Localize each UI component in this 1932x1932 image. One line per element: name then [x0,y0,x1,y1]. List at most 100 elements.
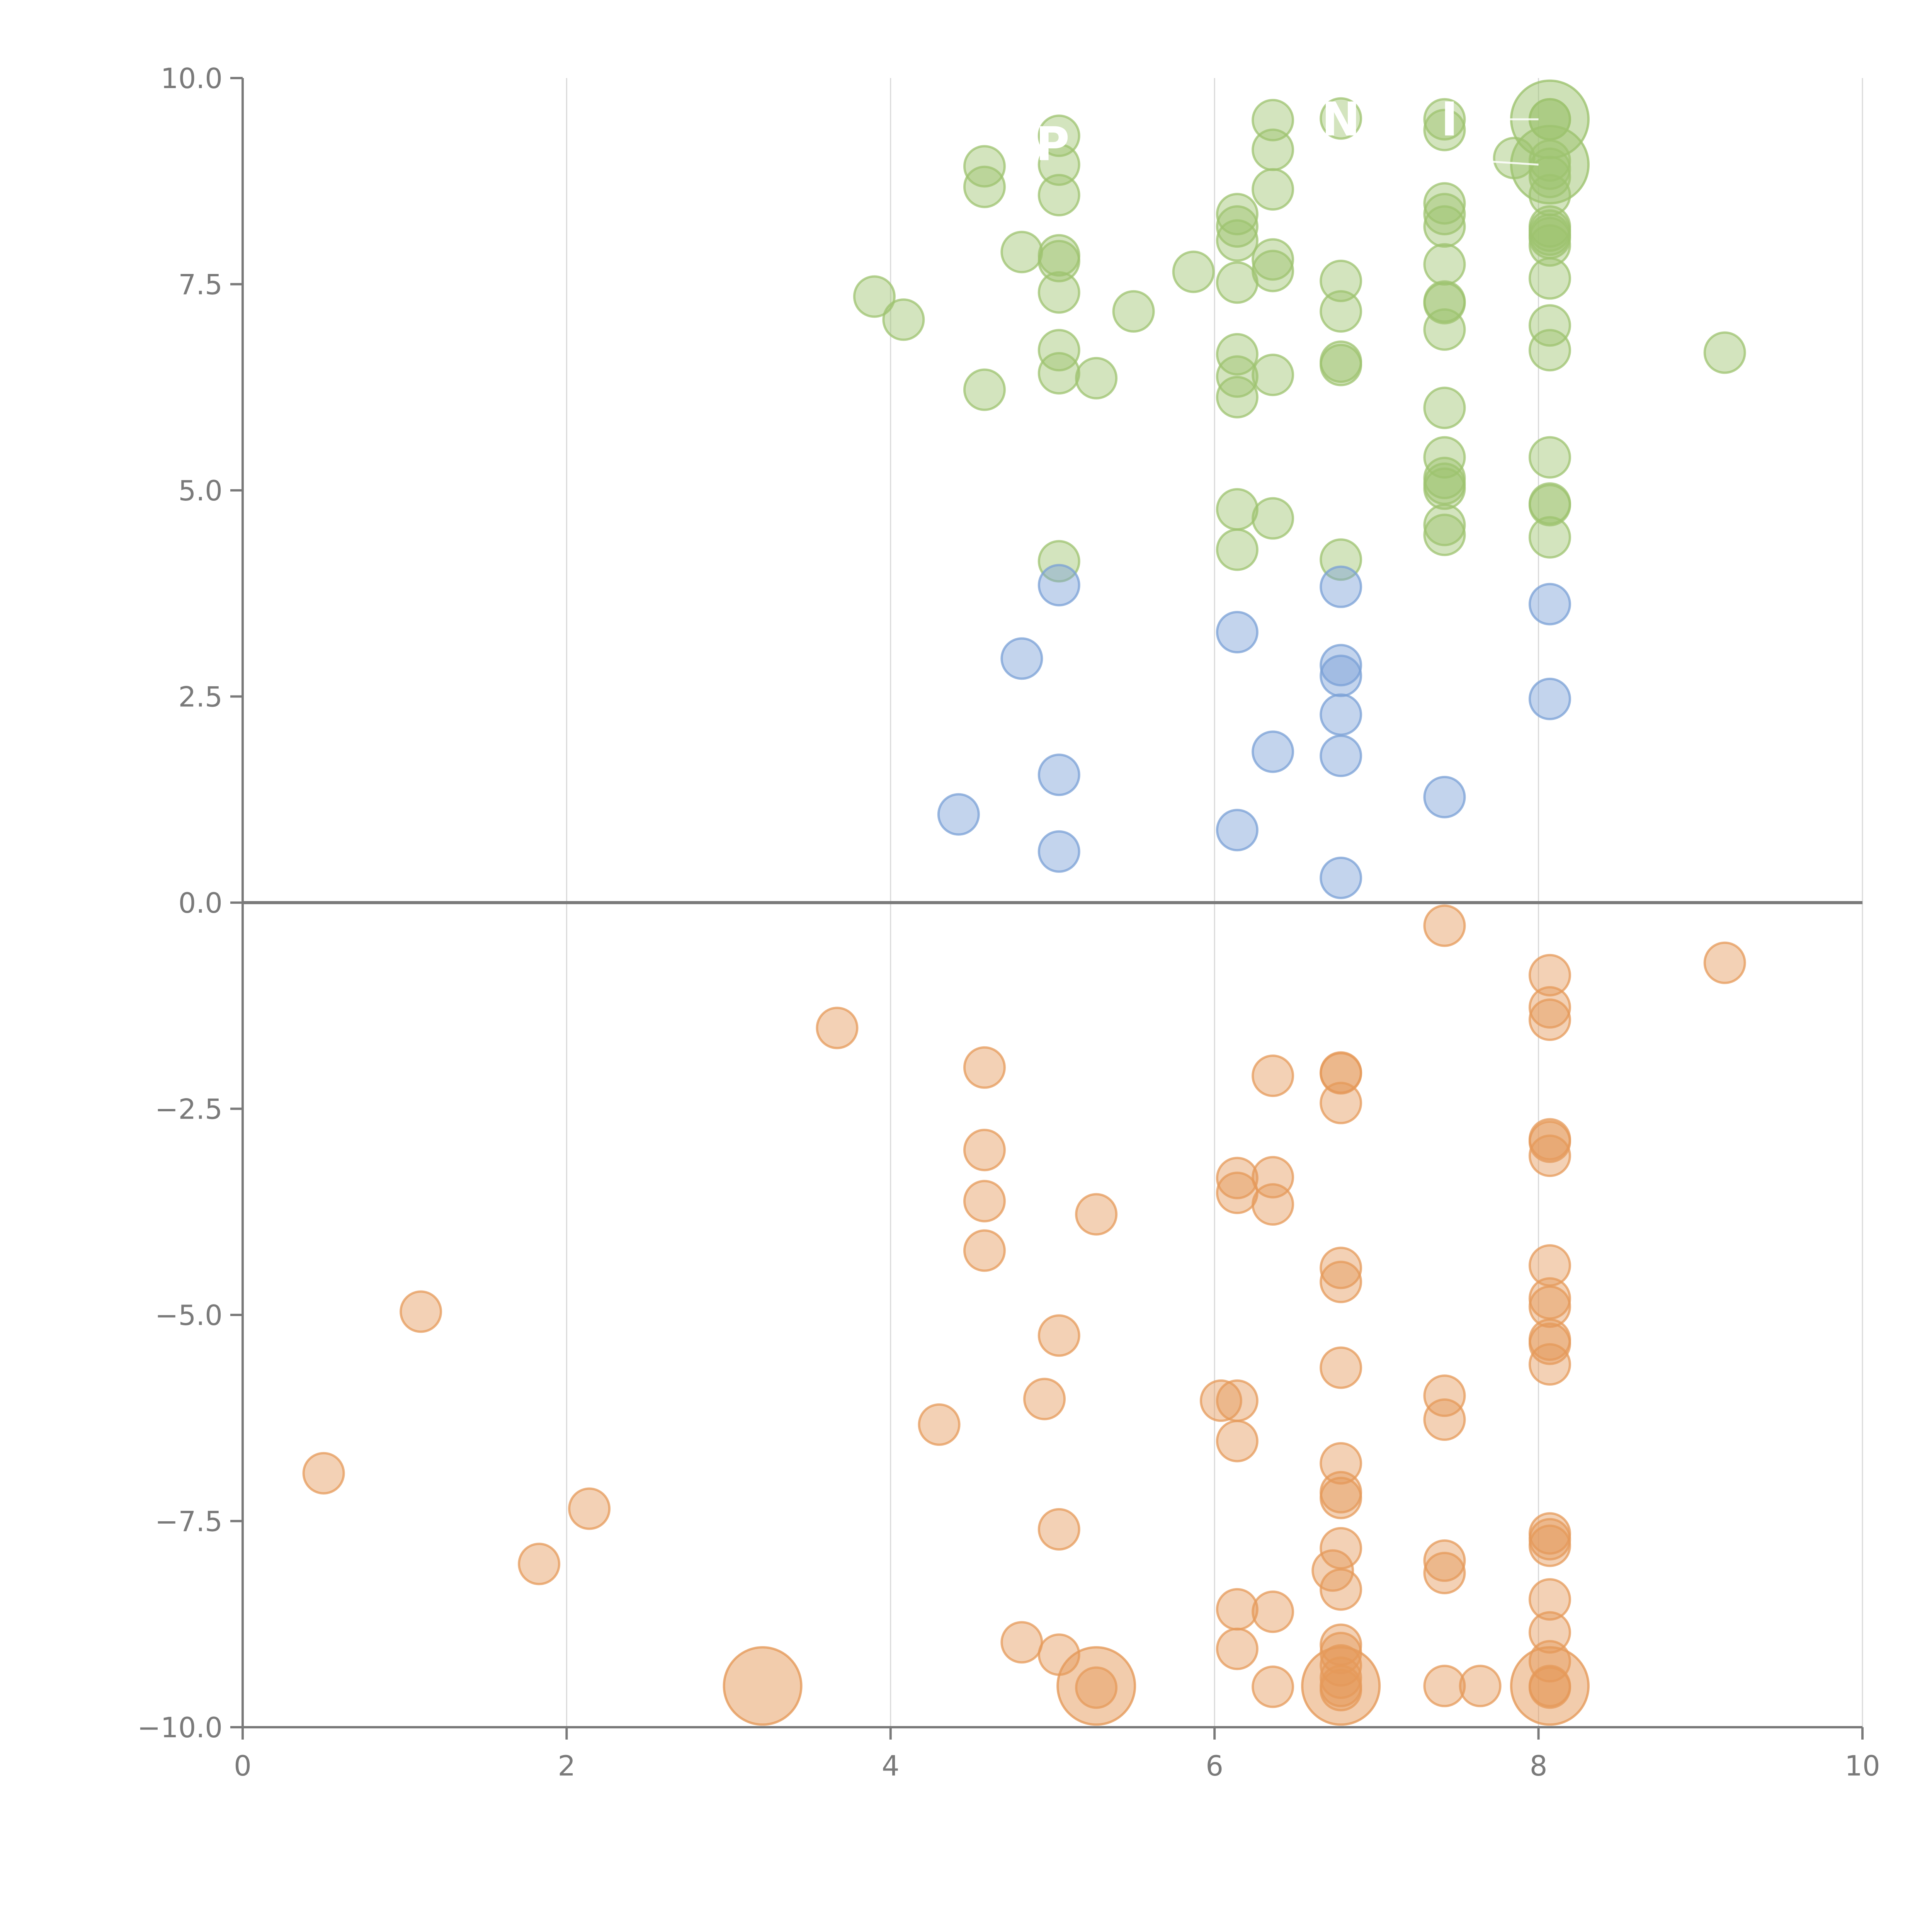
data-point [1037,1314,1080,1357]
data-point [1037,564,1080,607]
data-point [1528,436,1571,479]
data-point [1037,174,1080,217]
data-point [1216,219,1259,262]
data-point [1320,1247,1362,1289]
data-point [882,298,925,341]
data-point [1216,1379,1259,1422]
data-point [1037,240,1080,282]
large-data-point [1301,1646,1381,1726]
data-point [1320,644,1362,687]
data-point [1320,97,1362,140]
data-point [1216,1628,1259,1670]
data-point [1423,503,1466,546]
data-point [1423,1665,1466,1708]
data-point [1320,565,1362,608]
large-data-point [723,1646,803,1726]
large-data-point [1510,125,1590,205]
data-point [918,1403,961,1446]
data-point [1423,1539,1466,1582]
data-point [1320,1052,1362,1095]
data-point [1423,514,1466,556]
y-tick-label: −2.5 [155,1093,223,1126]
data-point [1320,856,1362,899]
data-point [1216,1420,1259,1463]
data-point [1199,1379,1242,1422]
data-point [1528,329,1571,372]
data-point [1252,168,1294,211]
data-point [1528,1134,1571,1177]
data-point [1320,1346,1362,1389]
data-point [1320,1082,1362,1124]
data-point [1037,540,1080,583]
data-point [816,1007,859,1049]
data-point [1252,1590,1294,1633]
data-point [963,1180,1006,1223]
data-point [1423,193,1466,236]
data-point [1320,1442,1362,1485]
data-point [853,275,896,318]
data-point [1320,259,1362,302]
data-point [1216,376,1259,418]
data-point [1528,257,1571,300]
data-point [1252,250,1294,293]
data-point [1216,528,1259,571]
data-point [1423,243,1466,286]
data-point [1528,484,1571,527]
data-point [1216,1588,1259,1631]
data-point [1528,516,1571,559]
data-point [963,1129,1006,1172]
y-tick-label: −7.5 [155,1505,223,1538]
y-tick-label: 7.5 [178,269,223,301]
x-tick-label: 4 [882,1750,900,1782]
data-point [1037,830,1080,873]
data-point [1528,304,1571,347]
data-point [1528,986,1571,1029]
data-point [1000,1621,1043,1664]
y-tick-label: 2.5 [178,681,223,713]
y-tick-label: −5.0 [155,1299,223,1332]
x-tick-label: 0 [234,1750,252,1782]
annotation-label: P [1036,118,1070,172]
data-point [1423,205,1466,248]
data-point [1423,904,1466,947]
data-point [1459,1665,1502,1708]
data-point [1112,290,1155,333]
data-point [1216,205,1259,248]
data-point [1320,735,1362,777]
y-tick-label: 5.0 [178,474,223,507]
data-point [1320,693,1362,736]
data-point [1423,182,1466,225]
data-point [1320,1568,1362,1611]
data-point [302,1452,345,1495]
annotation-leader [1473,159,1539,166]
data-point [1172,250,1215,293]
data-point [1528,954,1571,997]
data-point [1037,1508,1080,1551]
data-point [1037,143,1080,186]
data-point [1320,1260,1362,1303]
annotation-label: I [1441,93,1458,147]
data-point [1000,637,1043,680]
data-point [1075,1193,1118,1236]
data-point [963,165,1006,208]
annotation-label: N [1321,93,1360,147]
data-point [1252,1054,1294,1097]
data-point [1252,354,1294,396]
data-point [1037,753,1080,796]
data-point [1528,1285,1571,1328]
data-point [1000,231,1043,274]
data-point [1037,329,1080,372]
y-tick-label: −10.0 [137,1711,223,1744]
data-point [1703,941,1746,984]
data-point [1528,224,1571,267]
data-point [1216,333,1259,376]
data-point [963,1229,1006,1272]
data-point [1252,99,1294,141]
data-point [1320,290,1362,333]
x-tick-label: 6 [1206,1750,1223,1782]
data-point [1216,611,1259,654]
data-point [1423,308,1466,351]
y-tick-label: 10.0 [161,62,223,95]
